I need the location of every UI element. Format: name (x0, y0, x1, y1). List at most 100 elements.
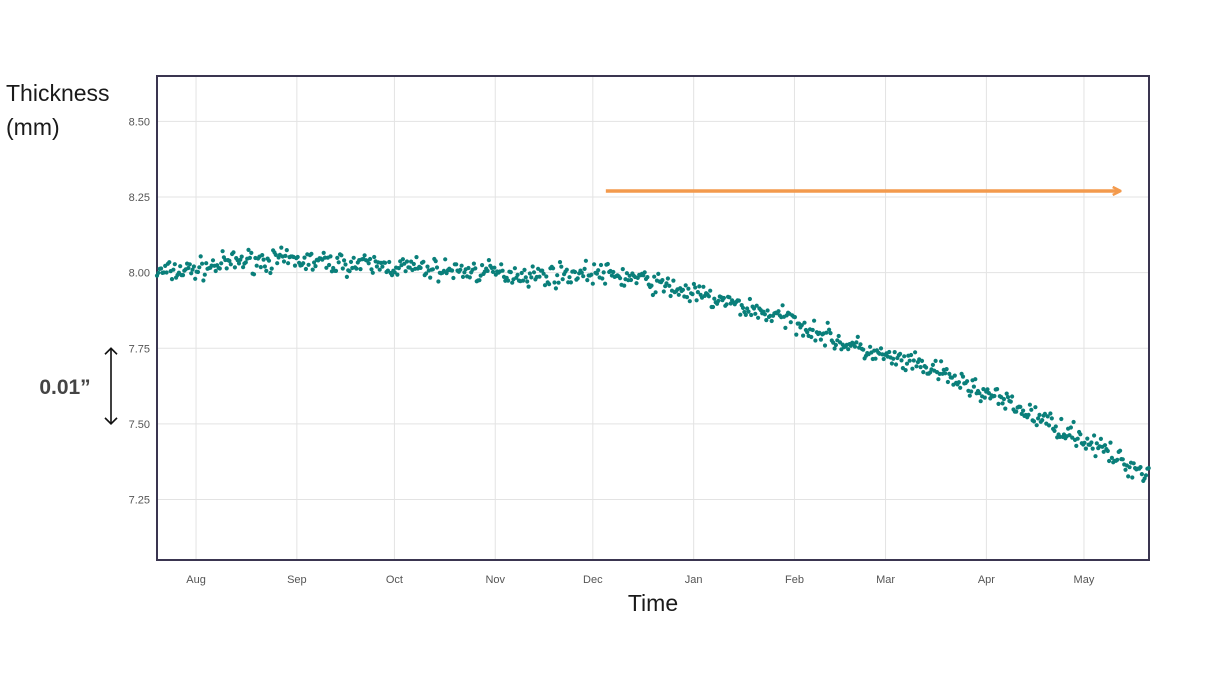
data-point (899, 358, 904, 363)
data-point (500, 268, 505, 273)
data-point (812, 318, 817, 323)
data-point (873, 356, 878, 361)
data-point (1090, 446, 1095, 451)
data-point (939, 359, 944, 364)
data-point (1068, 425, 1073, 430)
x-axis-label: Time (628, 590, 678, 616)
data-point (716, 298, 721, 303)
data-point (691, 281, 697, 287)
data-point (792, 315, 798, 320)
data-point (852, 344, 858, 349)
data-point (973, 377, 978, 382)
data-point (858, 342, 863, 347)
data-point (743, 312, 748, 317)
data-point (227, 258, 232, 263)
data-point (1098, 436, 1103, 441)
data-point (1049, 416, 1054, 421)
data-point (762, 312, 768, 317)
data-point (664, 281, 669, 286)
data-point (286, 261, 291, 266)
x-tick-label: Jan (685, 574, 703, 586)
data-point (746, 309, 751, 314)
data-point (236, 261, 242, 266)
data-point (701, 284, 706, 289)
data-points (154, 245, 1151, 483)
data-point (801, 333, 806, 338)
data-point (878, 346, 884, 351)
data-point (736, 298, 742, 303)
data-point (1067, 433, 1072, 438)
y-tick-label: 7.75 (129, 343, 150, 355)
data-point (268, 270, 273, 276)
data-point (945, 379, 951, 385)
data-point (911, 358, 916, 363)
data-point (661, 289, 666, 294)
data-point (596, 268, 601, 273)
data-point (605, 261, 610, 267)
data-point (603, 281, 608, 286)
data-point (477, 278, 482, 283)
data-point (321, 250, 326, 255)
data-point (486, 258, 491, 263)
data-point (914, 364, 919, 369)
data-point (918, 365, 923, 370)
data-point (799, 323, 804, 328)
data-point (656, 271, 661, 276)
data-point (1089, 440, 1094, 445)
data-point (328, 254, 333, 259)
data-point (854, 340, 859, 345)
data-point (650, 292, 656, 298)
data-point (697, 284, 702, 289)
data-point (335, 255, 340, 260)
data-point (508, 270, 513, 275)
data-point (581, 274, 586, 279)
data-point (944, 367, 949, 372)
data-point (471, 261, 476, 266)
data-point (1070, 435, 1075, 440)
data-point (213, 268, 218, 274)
data-point (611, 269, 616, 275)
data-point (802, 320, 807, 325)
data-point (649, 283, 654, 288)
data-point (645, 275, 650, 280)
data-point (512, 266, 518, 271)
data-point (1052, 428, 1057, 433)
x-tick-labels: Aug Sep Oct Nov Dec Jan Feb Mar Apr May (186, 574, 1095, 586)
data-point (965, 379, 970, 384)
data-point (727, 295, 732, 300)
data-point (190, 267, 195, 272)
data-point (342, 258, 347, 263)
data-point (261, 257, 266, 262)
data-point (824, 330, 829, 335)
y-tick-label: 7.25 (129, 495, 150, 507)
data-point (519, 270, 524, 276)
x-tick-label: Oct (386, 574, 403, 586)
data-point (904, 361, 910, 366)
data-point (284, 248, 289, 253)
data-point (302, 255, 307, 260)
data-point (846, 347, 851, 352)
data-point (765, 308, 770, 313)
data-point (706, 294, 712, 299)
data-point (306, 262, 311, 267)
data-point (919, 358, 925, 363)
data-point (749, 312, 754, 318)
data-point (822, 343, 828, 348)
data-point (251, 272, 257, 277)
data-point (564, 267, 569, 272)
data-point (833, 342, 839, 348)
data-point (671, 278, 676, 283)
data-point (200, 261, 205, 266)
data-point (336, 260, 341, 265)
data-point (454, 262, 459, 267)
data-point (309, 251, 314, 256)
data-point (527, 271, 533, 276)
data-point (1042, 411, 1047, 416)
data-point (1037, 412, 1042, 417)
data-point (996, 401, 1001, 406)
data-point (169, 277, 175, 282)
data-point (1008, 399, 1013, 404)
data-point (164, 270, 169, 275)
data-point (693, 285, 698, 290)
data-point (186, 265, 191, 271)
